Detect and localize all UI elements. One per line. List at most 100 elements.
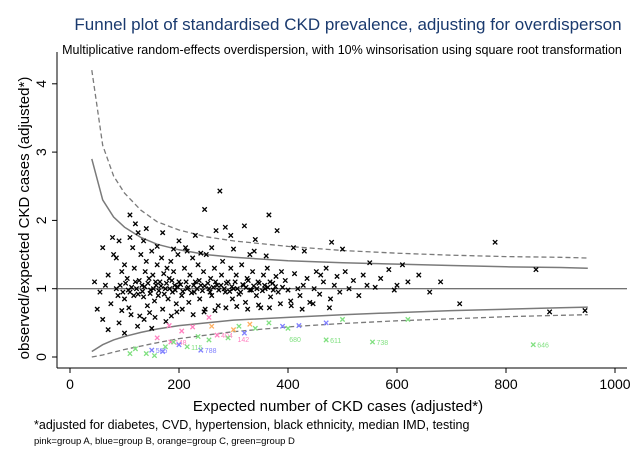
data-point: [307, 299, 313, 306]
data-point: [272, 283, 279, 290]
data-point: [164, 265, 170, 271]
data-point: [337, 289, 343, 295]
data-point: [132, 279, 139, 285]
data-point: [152, 314, 158, 321]
data-point: [187, 272, 193, 278]
axis-ticks: 0 200 400 600 800 1000 0 1 2 3 4: [33, 80, 631, 392]
data-point: [128, 284, 135, 290]
data-point: [288, 298, 294, 304]
data-point: [119, 268, 125, 275]
data-point: [399, 262, 406, 268]
data-point: [270, 287, 276, 293]
data-point: [394, 282, 400, 288]
data-point: [266, 212, 272, 218]
x-tick-label: 200: [167, 376, 191, 392]
point-label: 788: [205, 348, 217, 355]
data-point: [181, 265, 188, 271]
data-point: [128, 311, 134, 318]
data-point: [222, 224, 228, 230]
data-point: [582, 307, 588, 314]
data-point: [170, 339, 177, 345]
data-point: [299, 306, 305, 312]
data-point: [116, 238, 122, 244]
group-note: pink=group A, blue=group B, orange=group…: [34, 436, 295, 447]
data-point: [386, 266, 392, 273]
data-point: [184, 344, 190, 350]
outer-lower-limit: [91, 314, 588, 358]
data-point: [274, 227, 280, 234]
data-point: [263, 253, 269, 259]
data-point: [267, 294, 274, 300]
data-point: [210, 284, 216, 290]
data-point: [252, 325, 258, 331]
data-point: [405, 279, 411, 285]
data-point: [207, 275, 214, 282]
data-point: [234, 303, 240, 310]
data-point: [126, 305, 132, 311]
x-axis-label: Expected number of CKD cases (adjusted*): [193, 398, 483, 415]
data-point: [198, 347, 204, 353]
data-point: [227, 288, 233, 295]
data-point: [186, 299, 192, 306]
data-point: [168, 313, 175, 319]
data-point: [323, 265, 329, 271]
data-point: [198, 250, 204, 256]
data-point: [127, 350, 133, 357]
data-point: [134, 323, 141, 329]
data-point: [192, 232, 199, 239]
data-point: [219, 258, 226, 265]
data-point: [132, 221, 139, 227]
data-point: [216, 287, 222, 293]
data-point: [196, 277, 202, 284]
data-point: [143, 350, 149, 357]
data-point: [391, 287, 397, 293]
data-point: [201, 309, 207, 315]
data-point: [100, 245, 106, 251]
footnote: *adjusted for diabetes, CVD, hypertensio…: [34, 418, 469, 432]
data-point: [245, 277, 251, 284]
data-point: [141, 316, 147, 323]
data-point: [323, 320, 329, 326]
data-point: [162, 286, 169, 292]
data-point: [237, 289, 244, 295]
data-point: [291, 271, 298, 277]
data-point: [121, 296, 128, 302]
data-point: [236, 323, 242, 329]
data-point: [139, 282, 145, 288]
data-point: [174, 309, 180, 315]
data-point: [146, 309, 153, 316]
data-point: [259, 288, 266, 294]
data-point: [173, 301, 179, 307]
data-point: [143, 225, 149, 232]
data-point: [158, 283, 164, 289]
data-point: [295, 286, 301, 292]
data-point: [247, 321, 253, 327]
data-point: [113, 255, 119, 261]
data-point: [176, 238, 182, 244]
data-point: [310, 301, 316, 307]
data-point: [188, 290, 195, 296]
data-point: [297, 292, 303, 299]
data-point: [273, 273, 279, 280]
data-point: [313, 268, 319, 275]
data-point: [247, 287, 253, 293]
data-point: [241, 330, 248, 336]
chart-title: Funnel plot of standardised CKD prevalen…: [74, 15, 621, 34]
data-point: [201, 206, 208, 213]
data-point: [377, 275, 384, 282]
data-point: [195, 333, 201, 340]
data-point: [316, 291, 323, 297]
data-point: [212, 307, 218, 314]
data-point: [154, 262, 160, 268]
data-point: [190, 311, 196, 318]
data-point: [167, 286, 173, 292]
data-point: [115, 292, 121, 299]
data-point: [209, 292, 215, 299]
data-point: [339, 246, 346, 252]
data-point: [105, 327, 111, 333]
data-point: [127, 234, 133, 241]
data-point: [311, 286, 317, 292]
data-point: [144, 303, 151, 309]
data-point: [151, 352, 158, 359]
